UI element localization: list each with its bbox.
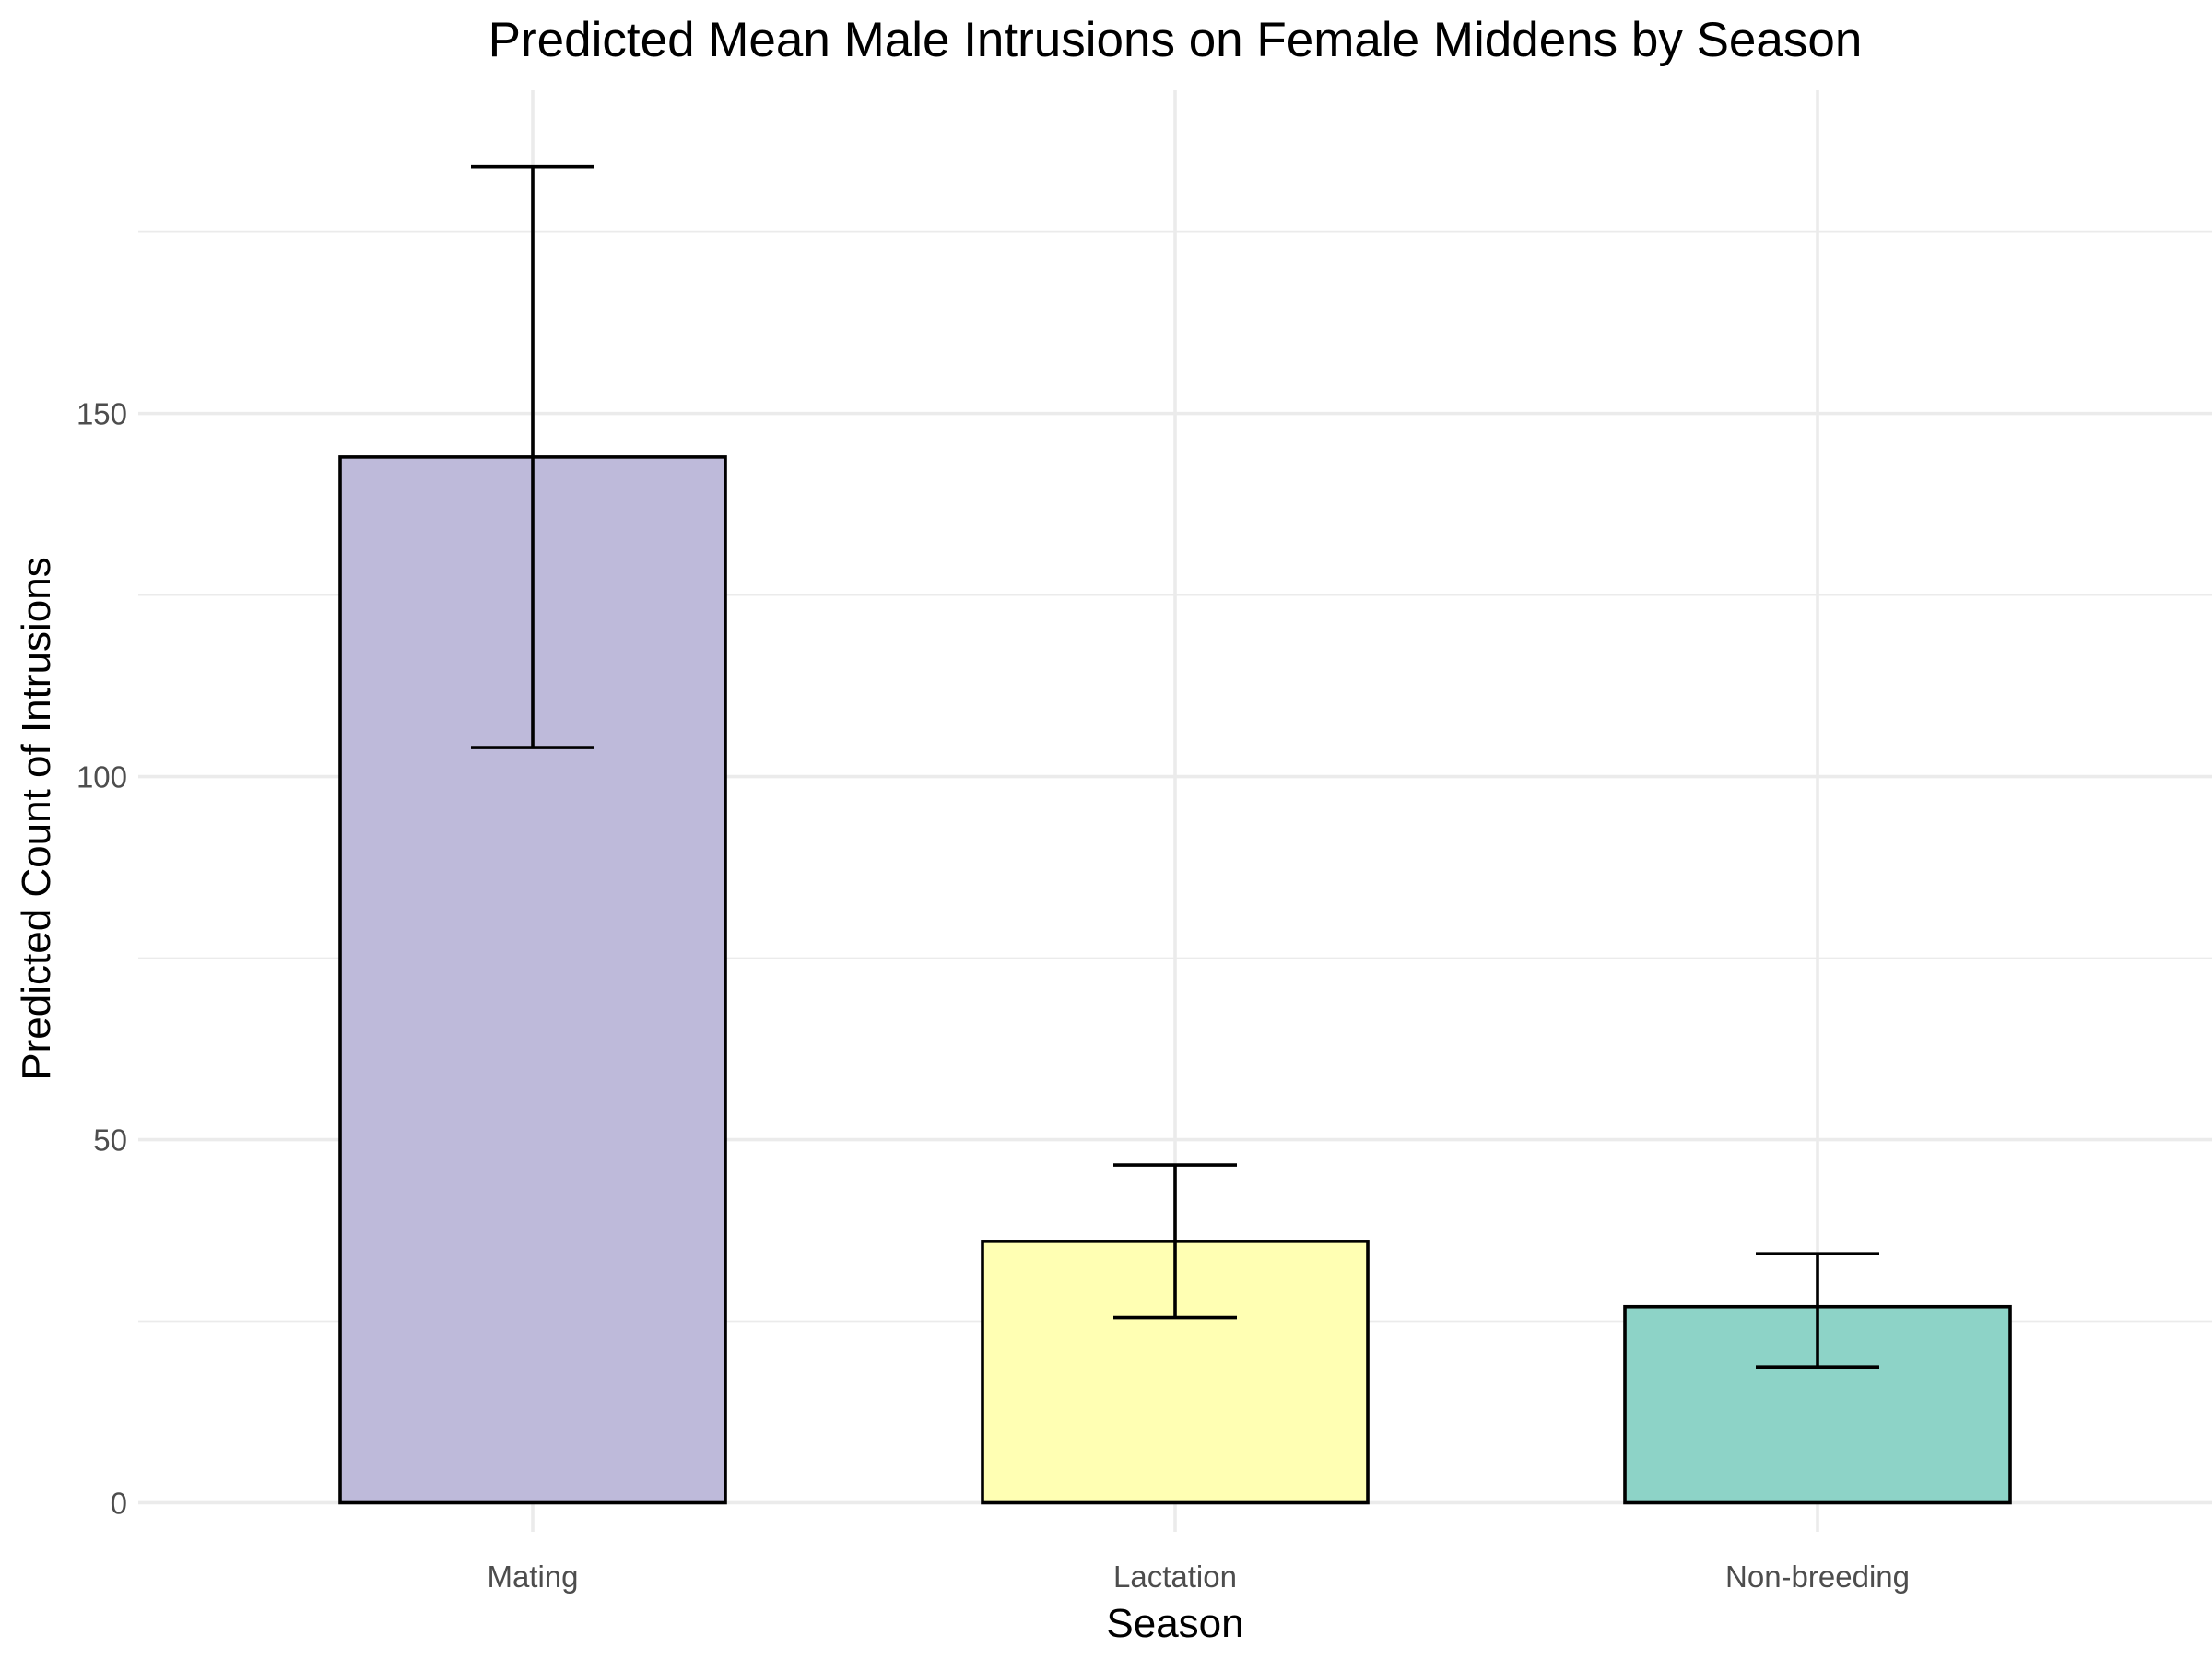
- y-tick-labels: 0 50 100 150: [76, 397, 127, 1521]
- chart-title: Predicted Mean Male Intrusions on Female…: [488, 13, 1863, 67]
- x-tick-label: Lactation: [1113, 1559, 1237, 1594]
- x-tick-labels: Mating Lactation Non-breeding: [487, 1559, 1910, 1594]
- y-tick-label: 150: [76, 397, 127, 431]
- y-axis-label: Predicted Count of Intrusions: [14, 557, 59, 1079]
- x-axis-label: Season: [1106, 1601, 1243, 1646]
- y-tick-label: 50: [93, 1124, 127, 1158]
- y-tick-label: 100: [76, 760, 127, 794]
- bars: [338, 455, 2012, 1505]
- error-bars: [471, 164, 1879, 1369]
- x-tick-label: Mating: [487, 1559, 578, 1594]
- x-tick-label: Non-breeding: [1725, 1559, 1910, 1594]
- y-tick-label: 0: [111, 1486, 127, 1520]
